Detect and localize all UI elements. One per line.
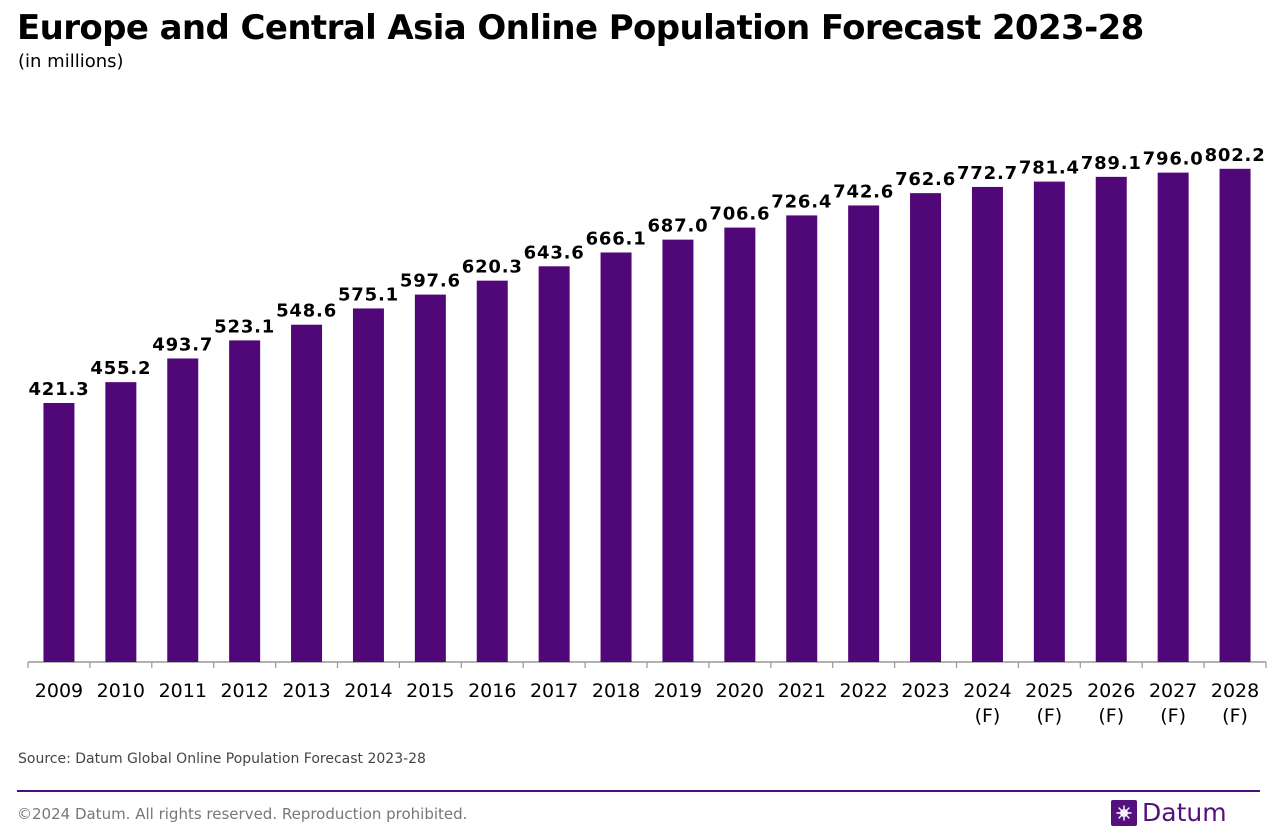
- bar: [1219, 168, 1251, 662]
- bar-value-label: 796.0: [1143, 149, 1204, 170]
- bar-value-label: 687.0: [647, 216, 708, 237]
- bar-value-label: 781.4: [1019, 158, 1080, 179]
- x-tick-label: 2012: [220, 680, 268, 702]
- copyright-text: ©2024 Datum. All rights reserved. Reprod…: [17, 805, 468, 823]
- x-tick-label: 2017: [530, 680, 578, 702]
- bar-value-label: 455.2: [90, 358, 151, 379]
- bar: [600, 252, 632, 662]
- bar-value-label: 726.4: [771, 191, 832, 212]
- bar: [848, 205, 880, 662]
- x-tick-label: 2022: [839, 680, 887, 702]
- x-tick-label: 2019: [654, 680, 702, 702]
- bar-value-label: 772.7: [957, 163, 1018, 184]
- x-tick-label: 2015: [406, 680, 454, 702]
- x-tick-label: 2023: [901, 680, 949, 702]
- bar-chart: 421.3 2009 455.2 2010 493.7 2011 523.1 2012 548.…: [27, 145, 1267, 727]
- bar: [1157, 172, 1189, 662]
- bar: [43, 402, 75, 662]
- x-tick-label: (F): [975, 705, 1001, 727]
- bar: [910, 193, 942, 663]
- bar-value-label: 575.1: [338, 284, 399, 305]
- bar: [786, 215, 818, 662]
- bar-value-label: 493.7: [152, 334, 213, 355]
- x-tick-label: 2025: [1025, 680, 1073, 702]
- x-tick-label: 2027: [1149, 680, 1197, 702]
- x-tick-label: 2021: [778, 680, 826, 702]
- bar-value-label: 548.6: [276, 301, 337, 322]
- bar: [662, 239, 694, 663]
- x-tick-label: 2028: [1211, 680, 1259, 702]
- bar-value-label: 620.3: [462, 257, 523, 278]
- bar: [291, 324, 323, 662]
- bar: [1033, 181, 1065, 662]
- x-tick-label: (F): [1222, 705, 1248, 727]
- bar: [167, 358, 199, 662]
- bar: [229, 340, 261, 662]
- x-tick-label: 2020: [716, 680, 764, 702]
- footer-divider: [17, 790, 1260, 792]
- x-tick-label: 2024: [963, 680, 1011, 702]
- bar-value-label: 421.3: [28, 379, 89, 400]
- source-note: Source: Datum Global Online Population F…: [18, 751, 426, 767]
- bar: [414, 294, 446, 662]
- x-tick-label: 2010: [97, 680, 145, 702]
- bar: [352, 308, 384, 662]
- datum-logo-icon: [1111, 800, 1137, 826]
- x-tick-label: (F): [1036, 705, 1062, 727]
- bar-value-label: 666.1: [586, 228, 647, 249]
- bar-value-label: 706.6: [709, 204, 770, 225]
- x-tick-label: 2013: [282, 680, 330, 702]
- bar-value-label: 762.6: [895, 169, 956, 190]
- bar: [538, 266, 570, 662]
- x-tick-label: 2014: [344, 680, 392, 702]
- x-tick-label: 2009: [35, 680, 83, 702]
- x-tick-label: 2026: [1087, 680, 1135, 702]
- brand-logo: Datum: [1111, 798, 1227, 828]
- bar-value-label: 742.6: [833, 181, 894, 202]
- x-tick-label: 2018: [592, 680, 640, 702]
- brand-name: Datum: [1142, 798, 1227, 827]
- bar-value-label: 597.6: [400, 271, 461, 292]
- x-tick-label: 2011: [159, 680, 207, 702]
- chart-subtitle: (in millions): [18, 51, 124, 72]
- bar: [476, 280, 508, 662]
- bar: [724, 227, 756, 662]
- bar-value-label: 523.1: [214, 316, 275, 337]
- x-tick-label: (F): [1160, 705, 1186, 727]
- x-tick-label: 2016: [468, 680, 516, 702]
- bar-value-label: 789.1: [1081, 153, 1142, 174]
- bar: [105, 382, 137, 662]
- bar: [971, 186, 1003, 663]
- x-tick-label: (F): [1098, 705, 1124, 727]
- bar: [1095, 176, 1127, 662]
- bar-value-label: 643.6: [524, 242, 585, 263]
- chart-title: Europe and Central Asia Online Populatio…: [17, 8, 1144, 48]
- bar-value-label: 802.2: [1205, 145, 1266, 166]
